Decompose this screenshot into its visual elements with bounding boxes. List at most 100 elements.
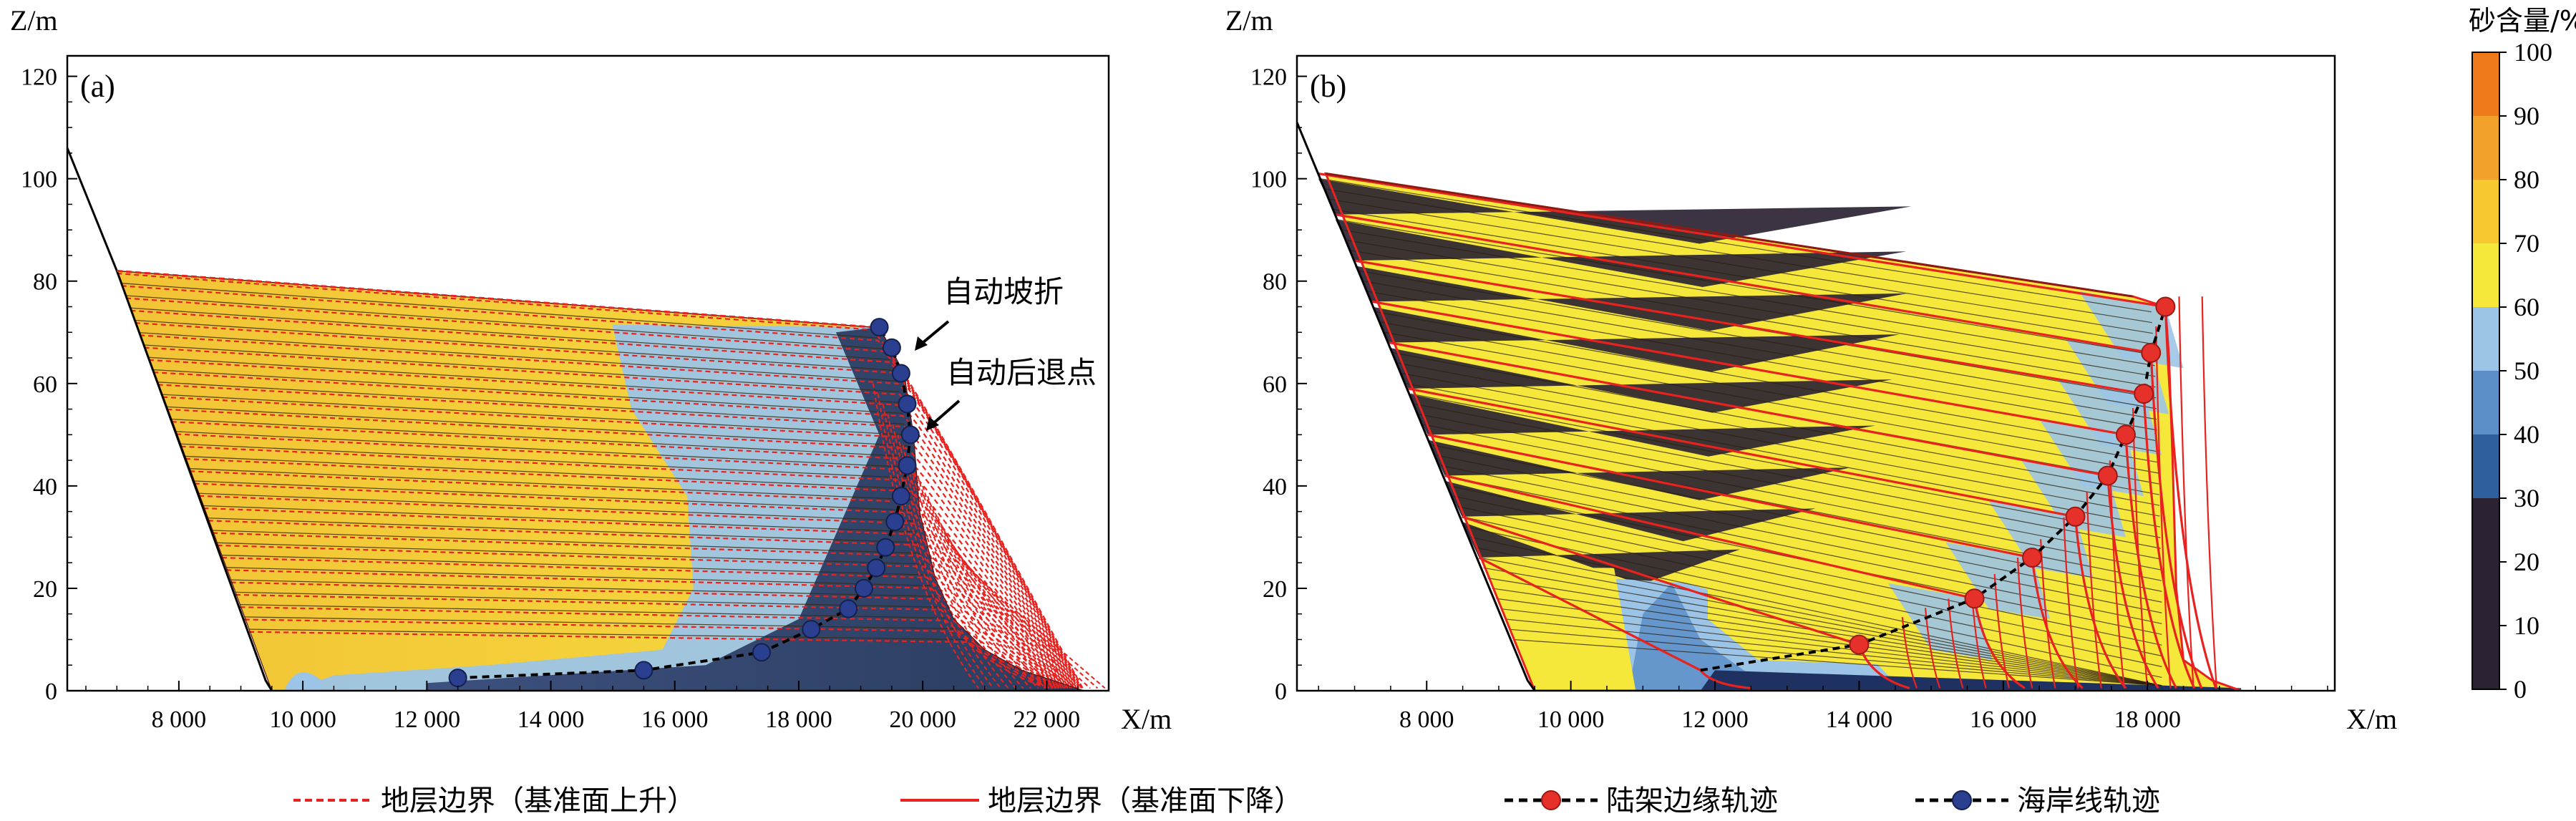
legend-rise-label: 地层边界（基准面上升） — [381, 784, 696, 817]
panel-a-topset-line — [167, 406, 908, 447]
panel-b-ytick-label: 0 — [1275, 679, 1287, 705]
panel-a-xtick-label: 18 000 — [765, 706, 832, 733]
panel-a-shoreline-point — [891, 487, 910, 506]
panel-b-stratal-line — [1397, 362, 2160, 506]
legend-item-rise: 地层边界（基准面上升） — [293, 784, 696, 817]
panel-b-stratal-line — [1414, 403, 2161, 549]
panel-b-feeder-line — [2132, 408, 2149, 689]
panel-b-feeder-line — [2178, 296, 2195, 689]
panel-b-xlabel: X/m — [2346, 703, 2397, 735]
panel-b-ylabel: Z/m — [1225, 4, 1273, 37]
panel-b-boundary-fall — [1389, 341, 2159, 689]
panel-a-boundary-rise — [194, 482, 1063, 689]
panel-b-stratal-line — [1333, 209, 2154, 345]
colorbar-band — [2472, 52, 2499, 116]
panel-b-boundary-fall — [1427, 433, 2084, 689]
panel-b-stratal-line — [1393, 352, 2159, 495]
panel-b-feeder-line — [2040, 539, 2056, 689]
panel-b-stratal-line — [1436, 455, 2162, 603]
colorbar-tick-label: 90 — [2514, 102, 2539, 130]
panel-b-stratal-line — [1406, 383, 2161, 528]
panel-a-front-boundary — [872, 383, 979, 689]
panel-a-topset-line — [130, 307, 890, 360]
annotation-arrowhead-retreat — [926, 417, 939, 431]
legend: 地层边界（基准面上升） 地层边界（基准面下降） 陆架边缘轨迹 海岸线轨迹 — [293, 784, 2160, 817]
panel-a-topset-line — [217, 542, 925, 565]
colorbar-tick-label: 10 — [2514, 611, 2539, 640]
panel-b-shelf-edge-point — [2141, 342, 2162, 363]
panel-b-stratal-line — [1359, 270, 2157, 409]
panel-a-topset-line — [148, 356, 902, 404]
panel-a-front-boundary — [897, 434, 1016, 689]
panel-b-stratal-line — [1328, 198, 2153, 334]
panel-a-shoreline-point — [900, 425, 920, 444]
panel-a-topset-line — [190, 468, 912, 500]
panel-a-boundary-rise — [162, 396, 1071, 689]
panel-b-shelf-edge-point — [1964, 588, 1985, 609]
legend-shore-dot — [1952, 790, 1972, 810]
panel-a-xtick-label: 10 000 — [269, 706, 336, 733]
panel-a-front-boundary — [907, 455, 1031, 689]
panel-b-xtick-label: 18 000 — [2114, 706, 2181, 733]
colorbar-tick-label: 30 — [2514, 484, 2539, 512]
legend-shore-label: 海岸线轨迹 — [2017, 784, 2160, 817]
panel-a-ytick-label: 120 — [21, 64, 57, 91]
panel-b-shelf-edge-point — [2065, 506, 2086, 527]
panel-a-topset-line — [230, 579, 936, 597]
panel-a-topset-line — [240, 603, 946, 619]
colorbar-band — [2472, 116, 2499, 180]
panel-b-stratal-line — [1457, 505, 2162, 656]
panel-b-stratal-line — [1500, 608, 2162, 686]
colorbar-tick-label: 20 — [2514, 548, 2539, 576]
panel-b-stratal-line — [1423, 424, 2162, 570]
panel-a-boundary-rise — [244, 618, 1049, 689]
panel-b-ytick-label: 40 — [1263, 474, 1287, 500]
panel-a-topset-line — [203, 505, 918, 533]
panel-b-shale-wedge — [1427, 439, 1851, 500]
panel-a-shoreline-point — [898, 394, 917, 414]
panel-a-shoreline-point — [634, 661, 653, 680]
panel-b-stratal-line — [1346, 239, 2156, 377]
panel-a-ytick-label: 100 — [21, 167, 57, 193]
panel-a-topset-line — [194, 480, 913, 511]
panel-b-stratal-line — [1363, 281, 2157, 420]
panel-b-stratal-line — [1401, 372, 2160, 517]
panel-a-xtick-label: 8 000 — [152, 706, 207, 733]
panel-b-shelf-edge-point — [1849, 634, 1870, 655]
panel-a-topset-line — [221, 554, 928, 575]
panel-b-ytick-label: 100 — [1250, 167, 1287, 193]
panel-b-axes: 8 000 10 000 12 000 14 000 16 000 18 000 0 20 40… — [1250, 64, 2328, 733]
panel-a-topset-line — [176, 431, 909, 468]
panel-a-shoreline-point — [839, 599, 858, 618]
panel-b-boundary-fall — [1371, 300, 2177, 689]
colorbar-band — [2472, 498, 2499, 689]
panel-a-topset-line — [235, 591, 941, 608]
panel-b-frame — [1296, 54, 2336, 692]
panel-b-stratal-line — [1367, 291, 2157, 431]
panel-b-basin-dark — [1700, 670, 2242, 691]
panel-a-ytick-label: 20 — [33, 576, 57, 603]
panel-b-stratal-line — [1337, 219, 2155, 356]
panel-b-stratal-line — [1474, 547, 2162, 686]
panel-a-plot-area — [67, 147, 1106, 691]
panel-b-stratal-line — [1384, 331, 2159, 474]
panel-b-feeder-line — [1948, 598, 1964, 689]
panel-a-boundary-rise — [235, 593, 1051, 689]
panel-a-shoreline-point — [854, 578, 873, 598]
panel-a-boundary-rise — [226, 569, 1054, 689]
colorbar-tick-label: 100 — [2514, 38, 2552, 67]
panel-a-xtick-label: 14 000 — [517, 706, 585, 733]
panel-b-feeder-line — [2155, 326, 2172, 689]
panel-b-boundary-fall — [1335, 213, 2203, 689]
panel-a-front-boundary — [941, 526, 1084, 689]
panel-b-feeder-line — [1993, 573, 2010, 689]
panel-a-topset-line — [185, 455, 910, 490]
panel-a-topset-line — [153, 369, 903, 414]
panel-a-ytick-label: 80 — [33, 269, 57, 296]
panel-a-shoreline-point — [752, 643, 771, 662]
panel-b-stratal-line — [1483, 567, 2162, 686]
panel-b-shelf-edge-point — [2134, 384, 2154, 404]
panel-b-ytick-label: 60 — [1263, 371, 1287, 398]
colorbar-tick-label: 70 — [2514, 229, 2539, 258]
